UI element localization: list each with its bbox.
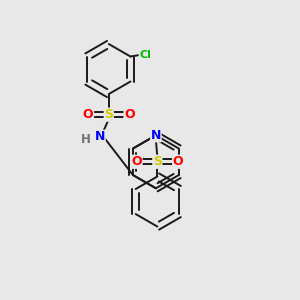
Text: N: N [151,129,161,142]
Text: Cl: Cl [139,50,151,60]
Text: O: O [173,155,183,168]
Text: H: H [81,133,91,146]
Text: N: N [95,130,105,143]
Text: O: O [124,108,135,121]
Text: S: S [104,108,113,121]
Text: O: O [83,108,94,121]
Text: S: S [153,155,162,168]
Text: O: O [131,155,142,168]
